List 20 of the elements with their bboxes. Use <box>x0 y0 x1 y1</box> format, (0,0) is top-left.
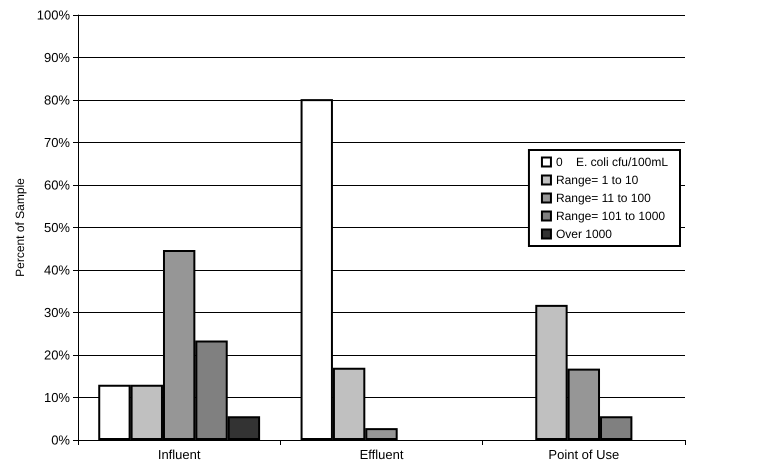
y-tick-label: 10% <box>44 390 70 405</box>
x-tick-label: Effluent <box>360 447 404 462</box>
legend-label: Range= 101 to 1000 <box>556 209 666 223</box>
y-tick-label: 60% <box>44 178 70 192</box>
x-tick-label: Influent <box>158 447 201 462</box>
y-tick-label: 0% <box>51 432 70 448</box>
legend-label: Range= 11 to 100 <box>556 191 652 205</box>
y-tick-label: 30% <box>44 305 70 320</box>
legend-label: Over 1000 <box>556 227 612 241</box>
x-tick-label: Point of Use <box>548 447 620 462</box>
y-tick-label: 100% <box>36 8 70 22</box>
y-tick-label: 70% <box>44 135 70 150</box>
y-tick-label: 20% <box>44 348 70 362</box>
y-tick-label: 40% <box>44 262 70 278</box>
y-axis-title: Percent of Sample <box>12 178 27 277</box>
y-tick-label: 80% <box>44 92 70 108</box>
y-tick-label: 50% <box>44 220 70 235</box>
legend-label: 0 E. coli cfu/100mL <box>556 155 668 169</box>
legend-label: Range= 1 to 10 <box>556 173 639 187</box>
y-tick-label: 90% <box>44 50 70 65</box>
